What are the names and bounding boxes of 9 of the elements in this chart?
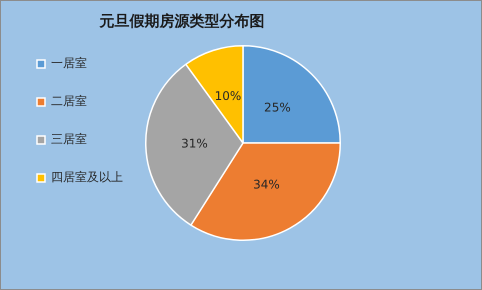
chart-title: 元旦假期房源类型分布图 xyxy=(98,12,264,30)
legend-label: 三居室 xyxy=(51,132,87,146)
data-label: 34% xyxy=(253,178,280,192)
data-label: 10% xyxy=(214,88,242,103)
legend-label: 四居室及以上 xyxy=(51,170,123,184)
legend-label: 二居室 xyxy=(51,94,87,108)
data-label: 31% xyxy=(181,136,208,151)
data-label: 25% xyxy=(264,100,291,115)
legend-label: 一居室 xyxy=(51,56,87,70)
